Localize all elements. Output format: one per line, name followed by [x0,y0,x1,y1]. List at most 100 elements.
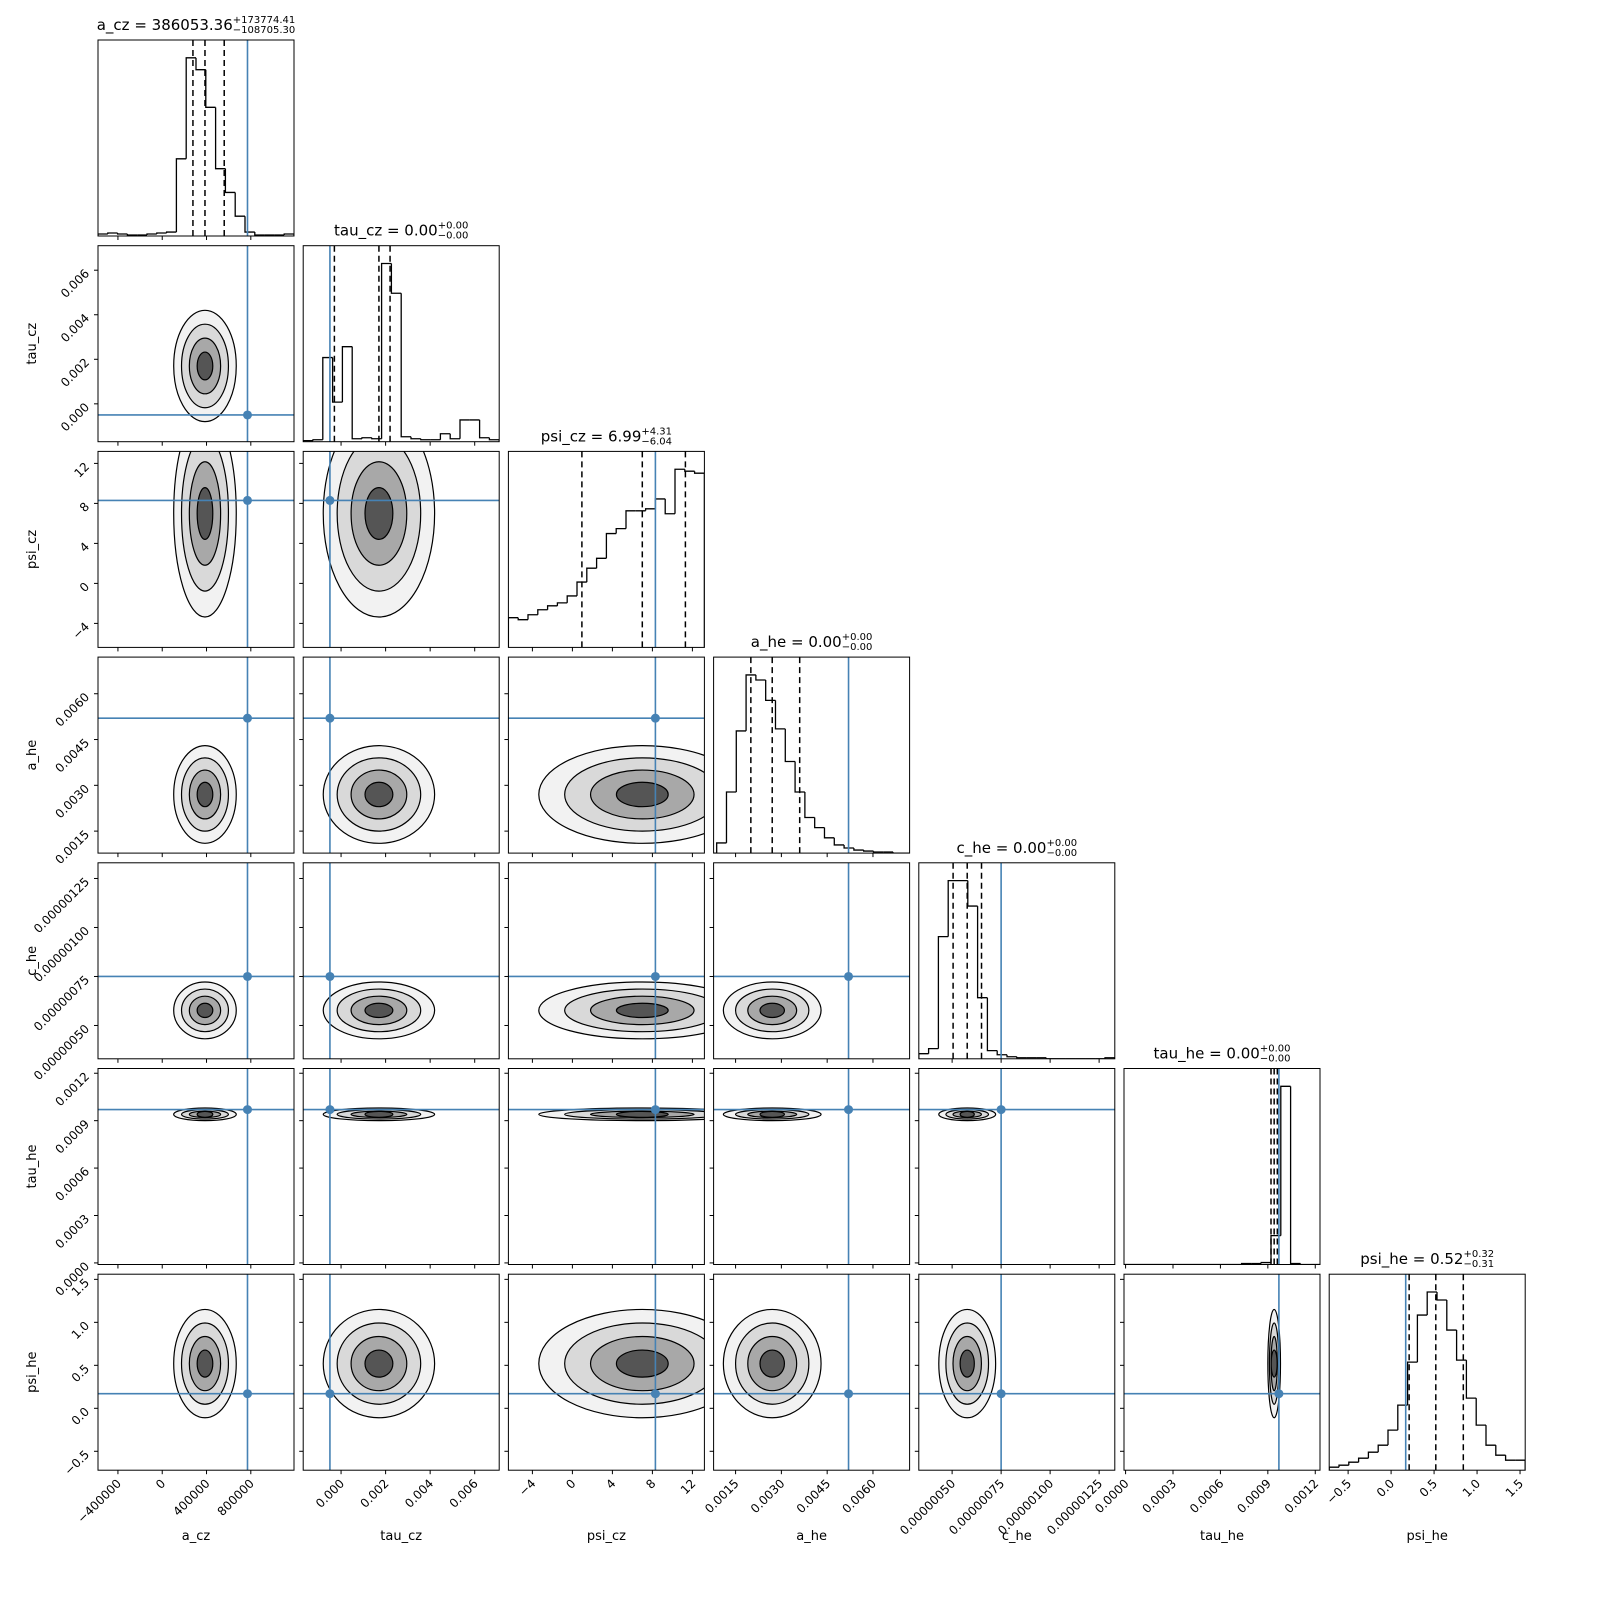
truth-point [242,971,252,981]
panel-frame [507,862,705,1060]
histogram-bin [1357,1457,1369,1463]
histogram-bin [892,852,910,854]
panel [918,1068,1115,1265]
title-main: psi_cz = 6.99 [541,427,642,446]
title-sup: +0.00 [438,221,469,232]
panel [98,245,294,442]
panel-frame [302,1068,500,1265]
histogram-bin [1006,1054,1017,1058]
title-main: psi_he = 0.52 [1360,1250,1463,1269]
histogram-bin [283,233,294,236]
histogram-bin [814,817,825,829]
histogram-bin [1289,1086,1301,1265]
panel-frame [918,862,1116,1060]
panel-frame [302,245,500,443]
panel [508,1068,705,1265]
histogram-bin [725,791,737,843]
histogram-bin [996,1050,1007,1056]
y-tick-label: 12 [71,460,92,481]
histogram-bin [595,557,607,569]
histogram-bin [1495,1445,1506,1456]
histogram-bin [735,730,747,793]
panel-frame [507,450,705,648]
y-tick-label: 0.0009 [53,1117,93,1157]
panel-frame [713,1068,911,1265]
histogram-bin [1260,1261,1271,1264]
truth-point [242,495,252,505]
truth-point [844,1389,854,1399]
panel-frame [97,656,295,854]
histogram-bin [1406,1361,1418,1406]
panel-frame [1123,1068,1321,1265]
histogram-bin [488,437,500,442]
histogram-bin [449,433,460,440]
y-tick-label: 1.0 [69,1319,92,1342]
histogram-bin [546,605,558,610]
density-contour [364,1002,394,1019]
histogram-bin [644,508,656,511]
histogram-bin [1436,1292,1447,1301]
histogram-bin [745,674,756,731]
density-contour [196,1002,214,1019]
x-tick-label: −400000 [75,1476,124,1525]
y-tick-label: 4 [77,540,92,555]
panel-frame [713,1273,911,1471]
histogram-bin [185,57,196,159]
histogram-bin [967,880,978,907]
histogram-bin [312,439,323,441]
histogram-bin [244,216,255,233]
histogram-bin [1515,1459,1526,1471]
histogram-bin [410,436,421,440]
histogram-bin [116,233,128,235]
panel-frame [302,862,500,1060]
panel [1124,1274,1320,1471]
density-contour [759,1110,786,1118]
histogram-bin [322,356,333,440]
density-contour [959,1110,975,1118]
panel [713,862,910,1059]
density-contour [759,1349,786,1378]
histogram-bin [439,433,451,440]
title-sup: +0.32 [1463,1249,1494,1260]
histogram-bin [351,346,362,440]
panel [303,245,500,442]
histogram-bin [654,498,666,509]
title-main: c_he = 0.00 [956,839,1046,858]
y-tick-label: 0.006 [58,266,92,300]
panel-title: tau_cz = 0.00+0.00 −0.00 [334,221,468,242]
panel [98,451,294,648]
panel-title: c_he = 0.00+0.00 −0.00 [956,838,1077,859]
histogram-bin [774,700,786,730]
truth-point [650,1105,660,1115]
title-main: a_he = 0.00 [751,633,842,652]
title-sub: −0.00 [842,642,873,653]
histogram-bin [459,419,470,439]
y-axis-label: tau_he [25,1144,40,1188]
panel [918,862,1115,1059]
histogram-bin [205,69,216,108]
density-contour [615,1110,669,1118]
histogram-bin [107,232,118,235]
x-axis-label: a_cz [182,1529,211,1544]
histogram-bin [1377,1444,1388,1453]
panel [303,451,500,648]
panel-frame [713,862,911,1060]
truth-point [844,1105,854,1115]
histogram-bin [420,438,431,441]
histogram-bin [986,997,998,1052]
y-tick-label: 0.0012 [53,1069,93,1109]
truth-point [1274,1389,1284,1399]
histogram-bin [843,844,854,849]
x-tick-label: 0.0060 [839,1476,879,1516]
truth-point [650,971,660,981]
panel [1329,1274,1526,1471]
histogram-bin [784,728,796,763]
truth-point [242,410,252,420]
panel [303,1274,500,1471]
x-axis-label: c_he [1002,1529,1032,1544]
panel [303,1068,500,1265]
density-contour [759,1002,786,1019]
title-sub: −6.04 [641,436,672,447]
y-tick-label: −0.5 [62,1448,93,1479]
